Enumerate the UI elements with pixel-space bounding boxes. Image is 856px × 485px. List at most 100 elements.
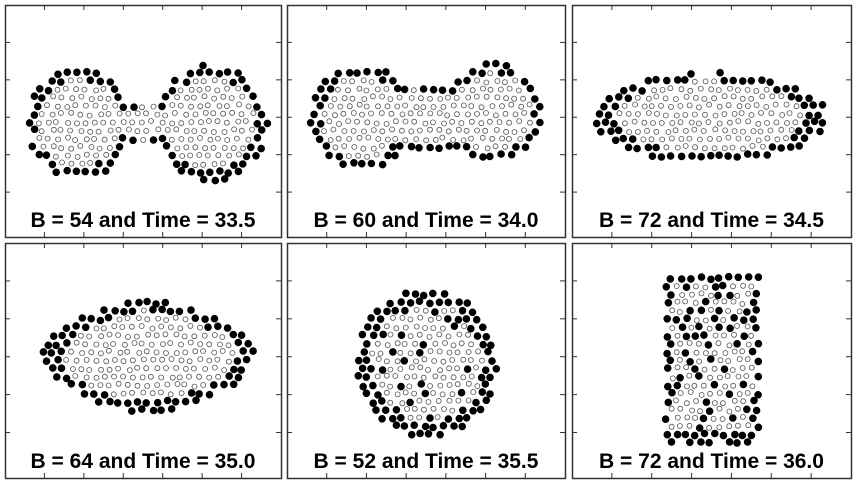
particle-filled bbox=[469, 68, 477, 76]
particle-filled bbox=[802, 119, 810, 127]
particle-filled bbox=[111, 150, 120, 159]
particle-filled bbox=[389, 77, 397, 85]
particle-hollow bbox=[430, 390, 437, 396]
particle-hollow bbox=[103, 358, 110, 365]
particle-filled bbox=[526, 84, 535, 93]
particle-hollow bbox=[127, 367, 133, 373]
particle-filled bbox=[101, 167, 110, 175]
particle-hollow bbox=[394, 103, 401, 110]
particle-hollow bbox=[474, 383, 481, 390]
particle-hollow bbox=[659, 136, 666, 143]
particle-hollow bbox=[379, 142, 385, 149]
particle-hollow bbox=[712, 298, 719, 305]
particle-hollow bbox=[124, 381, 131, 388]
particle-filled bbox=[374, 68, 382, 77]
particle-filled bbox=[199, 61, 207, 70]
particle-filled bbox=[611, 102, 620, 111]
particle-filled bbox=[800, 101, 809, 110]
particle-hollow bbox=[190, 365, 197, 372]
particle-hollow bbox=[135, 315, 142, 321]
particle-hollow bbox=[494, 94, 501, 101]
particle-filled bbox=[67, 380, 76, 388]
particle-filled bbox=[393, 84, 402, 93]
particle-hollow bbox=[470, 389, 477, 396]
particle-hollow bbox=[658, 120, 665, 126]
particle-hollow bbox=[506, 119, 513, 126]
particle-filled bbox=[681, 349, 690, 357]
particle-filled bbox=[161, 298, 170, 307]
particle-filled bbox=[220, 380, 228, 389]
particle-hollow bbox=[413, 136, 420, 143]
particle-filled bbox=[57, 364, 66, 372]
particle-hollow bbox=[73, 86, 79, 93]
particle-hollow bbox=[482, 127, 489, 134]
particle-hollow bbox=[739, 348, 746, 355]
particle-hollow bbox=[640, 136, 647, 143]
particle-filled bbox=[687, 70, 695, 78]
particle-filled bbox=[143, 297, 151, 306]
particle-hollow bbox=[198, 119, 204, 125]
particle-hollow bbox=[383, 86, 390, 92]
particle-hollow bbox=[725, 358, 732, 364]
particle-filled bbox=[310, 110, 318, 119]
particle-hollow bbox=[150, 356, 157, 363]
particle-filled bbox=[42, 151, 51, 160]
particle-hollow bbox=[503, 95, 510, 102]
particle-filled bbox=[814, 111, 822, 120]
particle-filled bbox=[253, 103, 261, 111]
particle-filled bbox=[663, 364, 672, 372]
particle-hollow bbox=[484, 145, 491, 152]
particle-filled bbox=[72, 167, 81, 176]
particle-hollow bbox=[128, 323, 135, 330]
particle-hollow bbox=[650, 120, 656, 126]
particle-hollow bbox=[622, 120, 628, 127]
particle-hollow bbox=[422, 307, 429, 314]
particle-filled bbox=[691, 365, 699, 373]
particle-filled bbox=[714, 291, 722, 300]
particle-hollow bbox=[678, 135, 685, 142]
particle-hollow bbox=[143, 348, 150, 355]
particle-hollow bbox=[356, 85, 363, 92]
particle-hollow bbox=[697, 85, 704, 92]
particle-filled bbox=[657, 153, 666, 161]
particle-hollow bbox=[186, 358, 193, 365]
particle-hollow bbox=[191, 383, 198, 390]
particle-hollow bbox=[78, 93, 85, 100]
particle-hollow bbox=[437, 96, 444, 102]
particle-hollow bbox=[200, 161, 207, 168]
particle-filled bbox=[472, 398, 480, 407]
particle-filled bbox=[161, 92, 170, 101]
particle-hollow bbox=[153, 332, 160, 339]
particle-hollow bbox=[695, 340, 702, 347]
particle-hollow bbox=[793, 103, 800, 110]
particle-filled bbox=[750, 396, 758, 405]
particle-hollow bbox=[169, 102, 176, 108]
particle-hollow bbox=[693, 349, 700, 356]
particle-filled bbox=[115, 143, 124, 151]
particle-hollow bbox=[716, 103, 723, 110]
particle-hollow bbox=[138, 119, 145, 126]
particle-hollow bbox=[437, 367, 444, 374]
particle-hollow bbox=[340, 78, 347, 84]
particle-hollow bbox=[432, 340, 439, 347]
particle-hollow bbox=[230, 145, 237, 152]
particle-filled bbox=[354, 372, 363, 380]
particle-filled bbox=[455, 298, 464, 306]
particle-hollow bbox=[221, 129, 228, 135]
particle-filled bbox=[768, 143, 777, 151]
particle-filled bbox=[426, 143, 434, 152]
particle-filled bbox=[186, 69, 195, 78]
particle-filled bbox=[367, 159, 376, 168]
particle-hollow bbox=[117, 349, 124, 356]
particle-hollow bbox=[131, 340, 138, 346]
particle-hollow bbox=[654, 111, 660, 117]
particle-hollow bbox=[422, 120, 429, 127]
particle-hollow bbox=[129, 119, 136, 126]
particle-hollow bbox=[63, 357, 69, 363]
particle-hollow bbox=[98, 350, 104, 357]
particle-hollow bbox=[427, 110, 434, 117]
particle-hollow bbox=[360, 77, 367, 84]
particle-filled bbox=[463, 76, 471, 85]
particle-hollow bbox=[363, 87, 370, 94]
particle-hollow bbox=[361, 128, 367, 135]
